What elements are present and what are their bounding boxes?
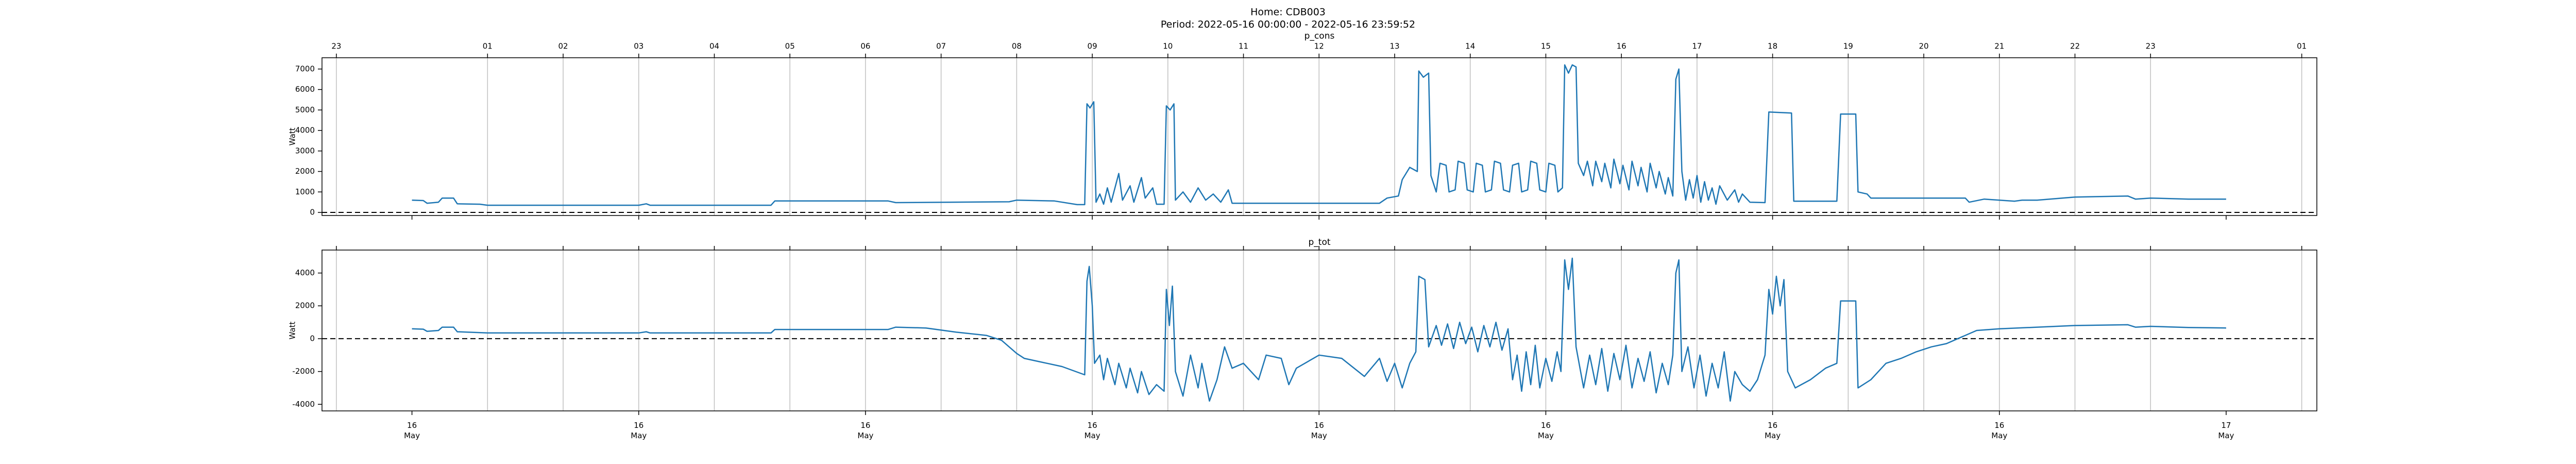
data-line — [412, 257, 2226, 402]
y-axis-label: Watt — [288, 321, 297, 339]
x2-tick-label: 18 — [1768, 42, 1777, 51]
x2-tick-label: 14 — [1465, 42, 1475, 51]
x2-tick-label: 08 — [1012, 42, 1022, 51]
x-tick-label: 16 May — [1538, 421, 1554, 440]
subplot-title: p_tot — [1308, 237, 1330, 247]
figure-subtitle: Period: 2022-05-16 00:00:00 - 2022-05-16… — [1161, 19, 1415, 30]
x2-tick-label: 09 — [1088, 42, 1097, 51]
plot-frame — [321, 250, 2317, 411]
x2-tick-label: 04 — [709, 42, 719, 51]
x2-tick-label: 13 — [1389, 42, 1399, 51]
x2-tick-label: 07 — [936, 42, 946, 51]
x-tick-label: 16 May — [404, 421, 420, 440]
x2-tick-label: 12 — [1314, 42, 1324, 51]
x-tick-label: 16 May — [1991, 421, 2007, 440]
y-tick-label: -4000 — [292, 400, 315, 409]
x2-tick-label: 05 — [785, 42, 795, 51]
x2-tick-label: 17 — [1692, 42, 1702, 51]
x2-tick-label: 22 — [2070, 42, 2080, 51]
x-tick-label: 16 May — [857, 421, 873, 440]
y-tick-label: 6000 — [295, 85, 315, 94]
x-tick-label: 16 May — [1311, 421, 1327, 440]
x-tick-label: 16 May — [631, 421, 647, 440]
x2-tick-label: 02 — [558, 42, 568, 51]
x2-tick-label: 01 — [2297, 42, 2307, 51]
x2-tick-label: 11 — [1239, 42, 1248, 51]
x2-tick-label: 06 — [860, 42, 870, 51]
x2-tick-label: 10 — [1163, 42, 1173, 51]
y-tick-label: 5000 — [295, 105, 315, 114]
x-tick-label: 17 May — [2218, 421, 2234, 440]
y-tick-label: 0 — [310, 208, 315, 217]
y-tick-label: 7000 — [295, 64, 315, 73]
y-tick-label: 1000 — [295, 187, 315, 196]
subplot-title: p_cons — [1304, 31, 1335, 41]
y-tick-label: 4000 — [295, 268, 315, 277]
y-tick-label: 3000 — [295, 146, 315, 155]
x2-tick-label: 23 — [331, 42, 341, 51]
y-tick-label: 2000 — [295, 167, 315, 176]
y-tick-label: -2000 — [292, 367, 315, 376]
x2-tick-label: 20 — [1919, 42, 1928, 51]
x2-tick-label: 21 — [1994, 42, 2004, 51]
plot-frame — [321, 57, 2317, 216]
y-tick-label: 2000 — [295, 301, 315, 310]
y-tick-label: 4000 — [295, 126, 315, 135]
x2-tick-label: 15 — [1541, 42, 1551, 51]
data-line — [412, 64, 2226, 206]
x2-tick-label: 03 — [634, 42, 643, 51]
x-tick-label: 16 May — [1084, 421, 1100, 440]
x2-tick-label: 23 — [2146, 42, 2156, 51]
x2-tick-label: 19 — [1843, 42, 1853, 51]
x-tick-label: 16 May — [1765, 421, 1781, 440]
x2-tick-label: 16 — [1617, 42, 1626, 51]
figure-title: Home: CDB003 — [1250, 7, 1326, 18]
y-tick-label: 0 — [310, 334, 315, 343]
x2-tick-label: 01 — [483, 42, 493, 51]
y-axis-label: Watt — [288, 127, 297, 145]
